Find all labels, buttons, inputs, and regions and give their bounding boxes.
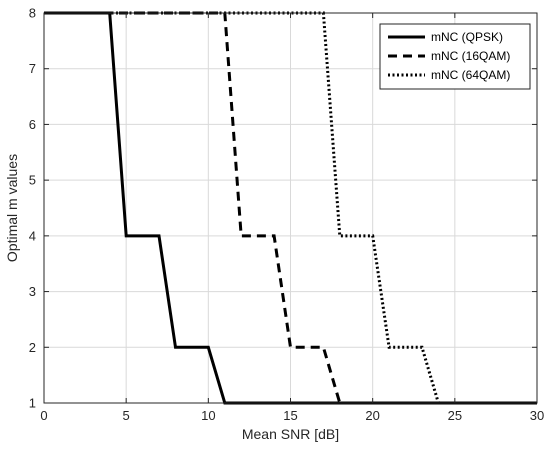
y-tick-label: 3	[29, 284, 36, 299]
y-tick-label: 5	[29, 173, 36, 188]
legend-entry-0: mNC (QPSK)	[431, 30, 503, 44]
x-tick-label: 25	[448, 408, 462, 423]
series-line-2	[44, 11, 537, 405]
y-tick-label: 8	[29, 6, 36, 21]
x-tick-label: 0	[40, 408, 47, 423]
axis-ticks: 0 5 10 15 20 25 30 1 2 3 4 5 6 7 8	[29, 6, 544, 424]
y-tick-label: 7	[29, 61, 36, 76]
x-tick-label: 15	[283, 408, 297, 423]
x-tick-label: 5	[123, 408, 130, 423]
series-line-0	[44, 11, 537, 405]
legend-entry-1: mNC (16QAM)	[431, 49, 510, 63]
series-line-1	[44, 11, 537, 405]
series-layer	[44, 11, 537, 405]
x-tick-label: 10	[201, 408, 215, 423]
legend: mNC (QPSK) mNC (16QAM) mNC (64QAM)	[379, 23, 531, 90]
y-tick-label: 6	[29, 117, 36, 132]
x-axis-label: Mean SNR [dB]	[242, 426, 339, 442]
y-tick-label: 4	[29, 228, 36, 243]
legend-entry-2: mNC (64QAM)	[431, 68, 510, 82]
x-tick-label: 20	[365, 408, 379, 423]
y-axis-label: Optimal m values	[4, 154, 20, 262]
y-tick-label: 2	[29, 340, 36, 355]
y-tick-label: 1	[29, 396, 36, 411]
x-tick-label: 30	[530, 408, 544, 423]
